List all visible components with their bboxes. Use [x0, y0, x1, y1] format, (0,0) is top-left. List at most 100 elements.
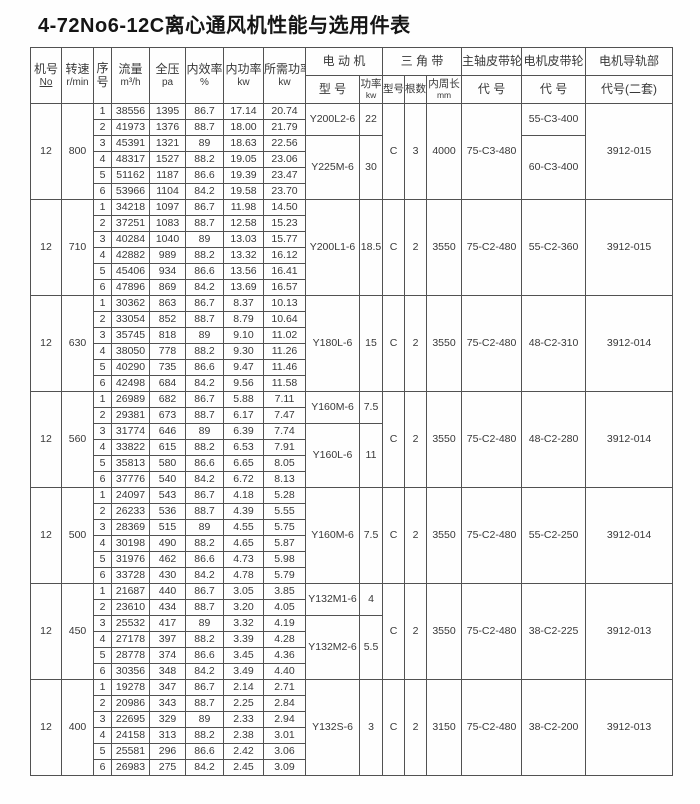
cell-pressure: 417: [149, 615, 186, 632]
cell-flow: 24097: [111, 487, 150, 504]
col-header-rail-code: 代号(二套): [585, 75, 674, 104]
cell-required-power: 23.06: [263, 151, 306, 168]
cell-pressure: 275: [149, 759, 186, 776]
cell-seq: 3: [93, 135, 112, 152]
cell-required-power: 7.74: [263, 423, 306, 440]
cell-pressure: 818: [149, 327, 186, 344]
pressure-unit: pa: [161, 76, 174, 88]
cell-power: 3.32: [223, 615, 264, 632]
cell-belt-model: C: [382, 295, 406, 392]
cell-motor-pulley: 38-C2-225: [521, 583, 587, 680]
cell-flow: 27178: [111, 631, 150, 648]
cell-flow: 19278: [111, 679, 150, 696]
table-row: 12 710 1 34218 1097 86.7 11.98 14.50 Y200L1-6 18.…: [30, 199, 674, 296]
cell-belt-model: C: [382, 679, 406, 776]
cell-belt-count: 2: [404, 679, 428, 776]
cell-flow: 33054: [111, 311, 150, 328]
cell-flow: 25581: [111, 743, 150, 760]
cell-power: 8.79: [223, 311, 264, 328]
cell-efficiency: 89: [185, 519, 224, 536]
cell-required-power: 5.98: [263, 551, 306, 568]
cell-pressure: 1395: [149, 103, 186, 120]
cell-pressure: 1097: [149, 199, 186, 216]
table-row: 12 560 1 26989 682 86.7 5.88 7.11 Y160M-6 7.5 C 2 35…: [30, 391, 674, 488]
cell-seq: 4: [93, 631, 112, 648]
cell-power: 3.49: [223, 663, 264, 680]
cell-pressure: 1083: [149, 215, 186, 232]
cell-efficiency: 86.6: [185, 359, 224, 376]
cell-efficiency: 88.7: [185, 119, 224, 136]
cell-pressure: 347: [149, 679, 186, 696]
cell-motor-model: Y200L1-6: [305, 199, 360, 296]
cell-required-power: 3.09: [263, 759, 306, 776]
cell-seq: 6: [93, 567, 112, 584]
col-header-pressure: 全压 pa: [149, 47, 186, 104]
cell-flow: 37251: [111, 215, 150, 232]
cell-power: 13.32: [223, 247, 264, 264]
cell-efficiency: 89: [185, 135, 224, 152]
cell-efficiency: 86.6: [185, 551, 224, 568]
cell-pressure: 515: [149, 519, 186, 536]
cell-rail: 3912-013: [585, 679, 674, 776]
machine-no-unit: No: [39, 76, 53, 88]
cell-power: 2.38: [223, 727, 264, 744]
cell-power: 17.14: [223, 103, 264, 120]
cell-seq: 5: [93, 743, 112, 760]
col-header-spindle-pulley-code: 代 号: [461, 75, 523, 104]
cell-power: 19.39: [223, 167, 264, 184]
seq-label-1: 序: [96, 60, 109, 75]
flow-label: 流量: [118, 62, 143, 77]
cell-efficiency: 86.7: [185, 391, 224, 408]
table-row: 2 26233 536 88.7 4.39 5.55: [31, 503, 673, 520]
cell-motor-pulley: 38-C2-200: [521, 679, 587, 776]
cell-required-power: 23.47: [263, 167, 306, 184]
cell-required-power: 16.41: [263, 263, 306, 280]
motor-power-unit: kw: [365, 90, 377, 101]
cell-power: 11.98: [223, 199, 264, 216]
cell-power: 3.39: [223, 631, 264, 648]
cell-power: 4.18: [223, 487, 264, 504]
table-row: 12 500 1 24097 543 86.7 4.18 5.28 Y160M-6 7.5 C 2 35…: [30, 487, 674, 584]
cell-flow: 33728: [111, 567, 150, 584]
cell-motor-power: 11: [358, 423, 384, 488]
cell-required-power: 22.56: [263, 135, 306, 152]
cell-seq: 3: [93, 423, 112, 440]
cell-required-power: 2.71: [263, 679, 306, 696]
cell-machine-no: 12: [30, 679, 62, 776]
cell-motor-model: Y160L-6: [305, 423, 360, 488]
table-row: 12 450 1 21687 440 86.7 3.05 3.85 Y132M1-6 4 C 2 355…: [30, 583, 674, 680]
cell-spindle-pulley: 75-C2-480: [461, 583, 523, 680]
table-header: 机号 No 转速 r/min 序 号 流量 m³/h 全压 pa 内效率 %: [30, 47, 674, 104]
cell-belt-count: 3: [404, 103, 428, 200]
table-row: 5 31976 462 86.6 4.73 5.98: [31, 551, 673, 568]
cell-pressure: 440: [149, 583, 186, 600]
cell-motor-pulley: 55-C2-360: [521, 199, 587, 296]
cell-pressure: 313: [149, 727, 186, 744]
cell-motor-power: 7.5: [358, 487, 384, 584]
cell-efficiency: 84.2: [185, 759, 224, 776]
cell-rail: 3912-014: [585, 487, 674, 584]
cell-required-power: 11.46: [263, 359, 306, 376]
cell-seq: 3: [93, 231, 112, 248]
machine-no-label: 机号: [33, 62, 58, 77]
cell-power: 3.05: [223, 583, 264, 600]
cell-seq: 4: [93, 535, 112, 552]
cell-efficiency: 88.7: [185, 599, 224, 616]
table-row: 4 24158 313 88.2 2.38 3.01: [31, 727, 673, 744]
cell-flow: 42882: [111, 247, 150, 264]
table-row: 3 35745 818 89 9.10 11.02: [31, 327, 673, 344]
table-row: 6 47896 869 84.2 13.69 16.57: [31, 279, 673, 296]
cell-flow: 41973: [111, 119, 150, 136]
table-row: 2 29381 673 88.7 6.17 7.47: [31, 407, 673, 424]
cell-flow: 29381: [111, 407, 150, 424]
table-row: 2 37251 1083 88.7 12.58 15.23: [31, 215, 673, 232]
cell-belt-length: 3150: [426, 679, 463, 776]
cell-power: 6.17: [223, 407, 264, 424]
cell-flow: 26983: [111, 759, 150, 776]
cell-flow: 45391: [111, 135, 150, 152]
cell-required-power: 16.12: [263, 247, 306, 264]
cell-motor-model: Y200L2-6: [305, 103, 360, 136]
cell-efficiency: 88.2: [185, 727, 224, 744]
cell-flow: 34218: [111, 199, 150, 216]
cell-efficiency: 86.7: [185, 487, 224, 504]
